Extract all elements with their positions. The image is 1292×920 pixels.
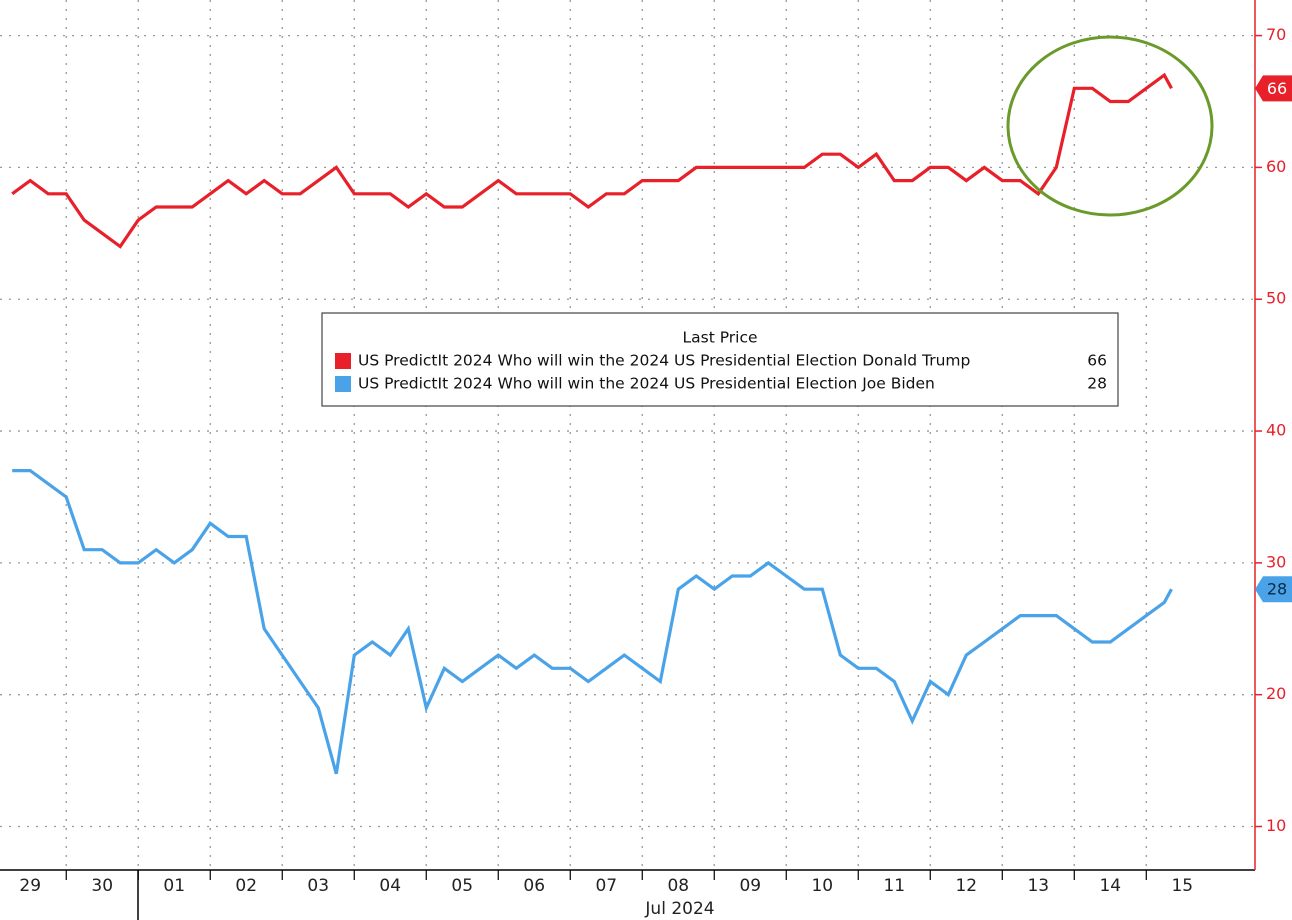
y-tick-label: 20 [1266,684,1286,703]
y-tick-label: 50 [1266,289,1286,308]
legend-label: US PredictIt 2024 Who will win the 2024 … [358,352,970,370]
last-value-label: 28 [1267,580,1287,599]
x-tick-label: 14 [1099,876,1121,896]
legend-value: 28 [1087,375,1107,393]
x-tick-label: 04 [379,876,401,896]
plot-area [11,72,1173,775]
x-tick-label: 09 [739,876,761,896]
x-tick-label: 11 [883,876,905,896]
y-tick-label: 30 [1266,552,1286,571]
series-line [12,469,1173,775]
legend-label: US PredictIt 2024 Who will win the 2024 … [358,375,935,393]
x-tick-label: 03 [307,876,329,896]
last-value-tag [1255,75,1292,102]
legend-value: 66 [1087,352,1107,370]
x-tick-label: 02 [235,876,257,896]
y-tick-label: 10 [1266,816,1286,835]
grid [0,0,1255,870]
legend: Last Price US PredictIt 2024 Who will wi… [321,312,1119,407]
x-tick-label: 29 [19,876,41,896]
x-tick-label: 15 [1171,876,1193,896]
x-tick-label: 01 [163,876,185,896]
legend-swatch [335,376,351,392]
x-tick-label: 08 [667,876,689,896]
legend-box [321,312,1119,407]
x-tick-label: 12 [955,876,977,896]
x-tick-label: 05 [451,876,473,896]
x-tick-label: 13 [1027,876,1049,896]
x-tick-label: 10 [811,876,833,896]
y-tick-label: 60 [1266,157,1286,176]
x-tick-label: 06 [523,876,545,896]
last-value-label: 66 [1267,79,1287,98]
last-value-tag [1255,576,1292,603]
x-axis-label: Jul 2024 [644,899,714,919]
legend-title: Last Price [682,329,757,347]
y-tick-label: 70 [1266,25,1286,44]
x-tick-label: 30 [91,876,113,896]
series-line [11,72,1173,249]
highlight-circle [1006,35,1214,217]
x-tick-label: 07 [595,876,617,896]
y-tick-label: 40 [1266,421,1286,440]
legend-swatch [335,353,351,369]
